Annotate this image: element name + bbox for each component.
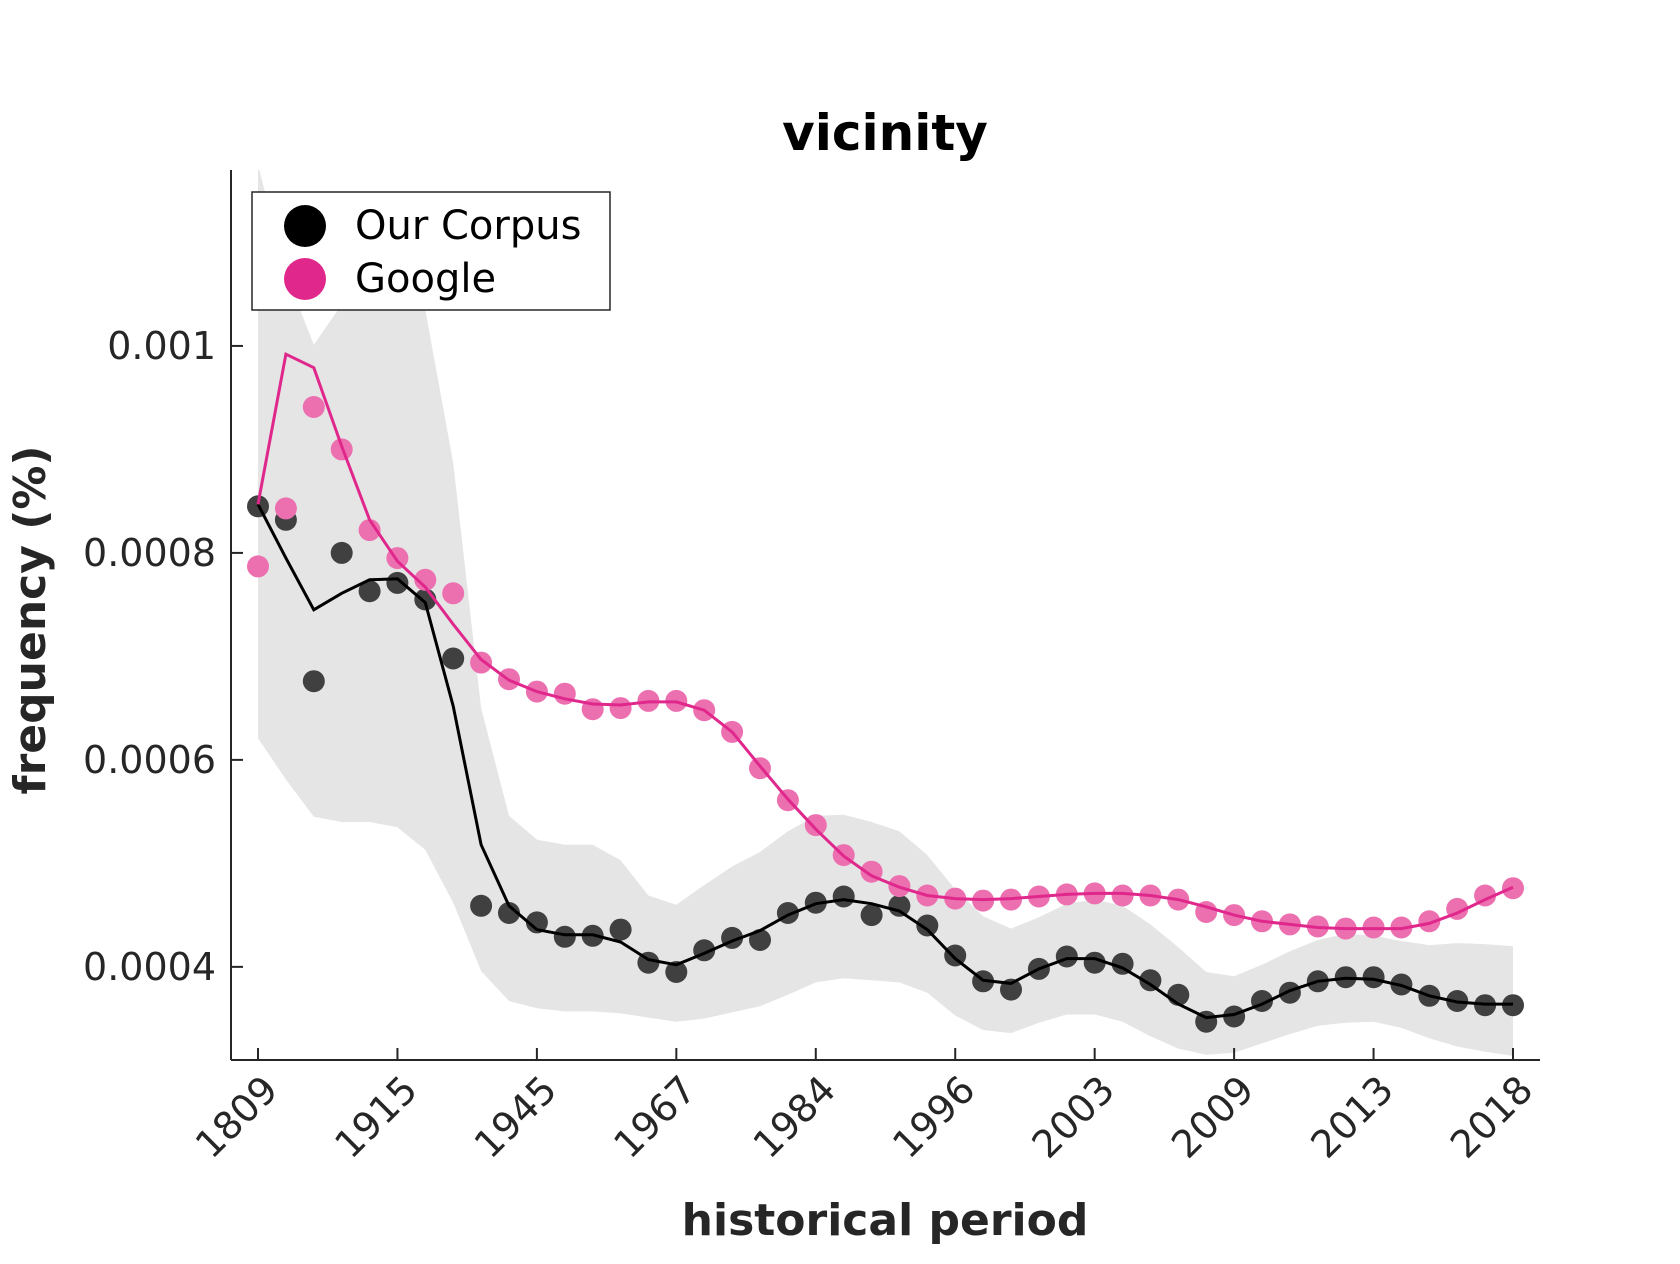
google-point (804, 814, 827, 837)
our-corpus-point (470, 894, 493, 917)
google-point (358, 519, 381, 542)
google-line (256, 351, 1514, 931)
our-corpus-point (665, 961, 688, 983)
x-axis-title: historical period (682, 1195, 1089, 1246)
google-point (414, 568, 437, 591)
legend-label-google: Google (355, 256, 496, 302)
our-corpus-point (498, 902, 520, 924)
our-corpus-point (888, 894, 911, 917)
google-point (302, 396, 325, 418)
y-tick-label: 0.0004 (83, 945, 216, 989)
chart-title: vicinity (782, 104, 988, 162)
axes (230, 170, 1540, 1061)
our-corpus-point (609, 918, 632, 941)
google-point (1418, 910, 1441, 933)
our-corpus-point (525, 911, 548, 934)
y-ticks: 0.0004 0.0006 0.0008 0.001 (83, 324, 243, 989)
our-corpus-point (442, 647, 465, 670)
our-corpus-point (860, 904, 883, 927)
our-corpus-point (358, 580, 381, 603)
our-corpus-line (256, 503, 1513, 1020)
our-corpus-point (553, 925, 576, 948)
y-axis-title: frequency (%) (5, 445, 56, 794)
our-corpus-point (386, 571, 409, 594)
legend-marker-our-corpus (284, 205, 326, 247)
y-tick-label: 0.0008 (83, 531, 216, 575)
our-corpus-point (302, 670, 325, 693)
our-corpus-point (1362, 966, 1385, 989)
legend: Our Corpus Google (251, 191, 611, 311)
google-point (247, 555, 269, 578)
our-corpus-point (330, 541, 353, 564)
series-line-layer (256, 351, 1514, 1020)
legend-marker-google (284, 258, 326, 300)
our-corpus-point (1111, 952, 1134, 975)
legend-label-our-corpus: Our Corpus (355, 203, 581, 249)
google-point (1111, 884, 1134, 907)
our-corpus-point (1278, 981, 1301, 1004)
google-point (442, 582, 465, 605)
our-corpus-point (1055, 945, 1078, 968)
google-point (470, 651, 493, 674)
our-corpus-point (832, 885, 855, 908)
google-point (274, 497, 297, 520)
our-corpus-point (916, 914, 939, 937)
our-corpus-point (749, 929, 771, 951)
y-tick-label: 0.001 (107, 324, 216, 368)
y-tick-label: 0.0006 (83, 738, 216, 782)
our-corpus-point (1139, 969, 1162, 992)
google-point (609, 697, 632, 720)
